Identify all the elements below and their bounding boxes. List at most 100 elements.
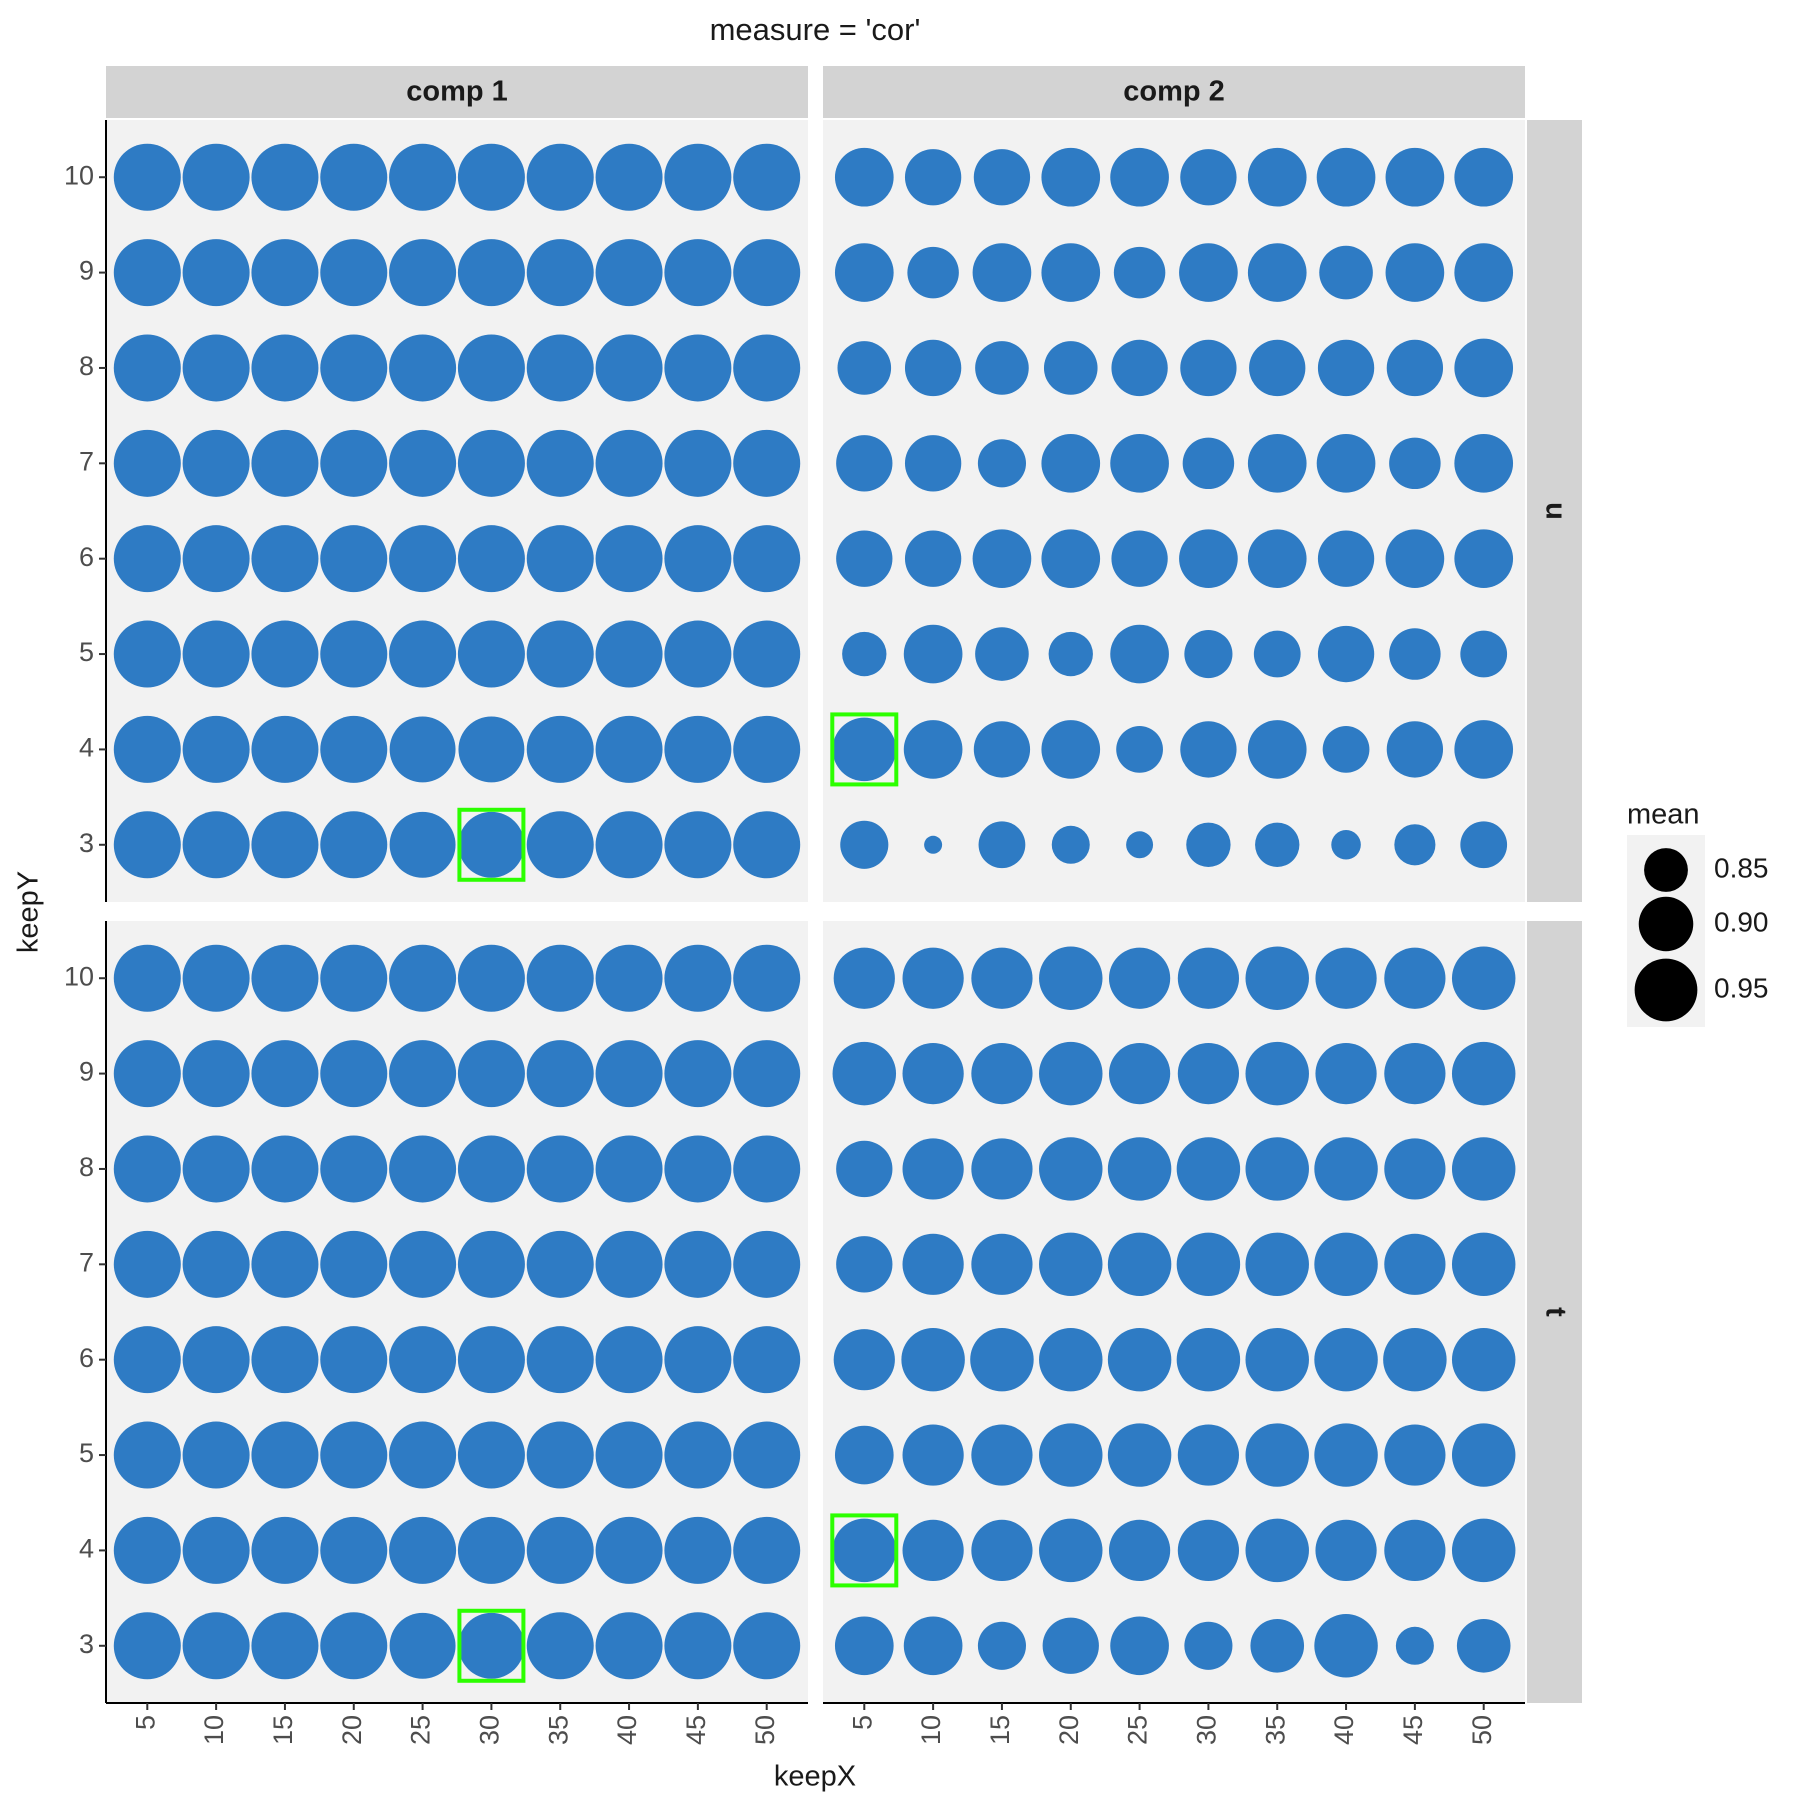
bubble <box>1039 946 1103 1010</box>
bubble <box>389 1612 456 1679</box>
bubble <box>1041 529 1101 589</box>
bubble <box>904 149 962 206</box>
bubble <box>733 715 801 783</box>
bubble <box>113 811 181 879</box>
bubble <box>251 525 319 593</box>
bubble <box>971 1424 1033 1486</box>
bubble <box>733 239 801 307</box>
bubble <box>1051 825 1090 864</box>
bubble <box>389 944 457 1012</box>
bubble <box>1113 246 1166 299</box>
bubble <box>182 1612 250 1680</box>
bubble <box>251 715 319 783</box>
bubble <box>113 1230 181 1298</box>
x-tick-label: 40 <box>612 1715 642 1745</box>
bubble <box>924 835 943 854</box>
bubble <box>664 143 732 211</box>
bubble <box>1245 1137 1309 1201</box>
bubble <box>182 239 250 307</box>
bubble <box>971 1519 1033 1582</box>
bubble <box>834 1616 894 1676</box>
bubble <box>526 1135 594 1203</box>
bubble <box>902 1519 964 1582</box>
bubble <box>1039 1423 1103 1487</box>
bubble <box>664 1421 732 1489</box>
bubble <box>832 717 897 782</box>
y-tick-label: 7 <box>79 446 94 476</box>
y-tick-label: 5 <box>79 1438 94 1468</box>
bubble <box>251 143 319 211</box>
bubble <box>1389 628 1441 680</box>
bubble <box>526 1230 594 1298</box>
y-tick-label: 9 <box>79 1057 94 1087</box>
bubble <box>1245 946 1309 1010</box>
bubble <box>457 1421 525 1489</box>
bubble <box>320 1135 388 1203</box>
bubble <box>182 1040 250 1108</box>
bubble <box>837 341 892 395</box>
bubble <box>320 1040 388 1108</box>
bubble <box>733 429 801 497</box>
bubble <box>182 429 250 497</box>
bubble <box>1041 433 1101 493</box>
bubble <box>902 1424 964 1486</box>
bubble <box>1454 338 1514 398</box>
bubble <box>733 620 801 688</box>
x-tick-label: 40 <box>1329 1715 1359 1745</box>
bubble <box>1247 720 1307 779</box>
bubble <box>1314 1327 1378 1392</box>
bubble <box>842 631 887 677</box>
x-tick-label: 50 <box>750 1715 780 1745</box>
bubble <box>526 334 594 402</box>
bubble <box>1315 947 1377 1009</box>
bubble <box>1107 1327 1172 1392</box>
bubble <box>457 334 525 402</box>
bubble <box>664 334 732 402</box>
bubble <box>389 811 456 878</box>
bubble <box>457 143 525 211</box>
bubble <box>902 947 964 1009</box>
bubble <box>840 820 889 869</box>
bubble <box>972 529 1032 589</box>
bubble <box>1319 245 1373 300</box>
bubble <box>389 239 457 307</box>
bubble <box>182 525 250 593</box>
bubble <box>664 1612 732 1680</box>
bubble <box>182 143 250 211</box>
bubble <box>1179 243 1238 302</box>
bubble <box>320 1230 388 1298</box>
bubble <box>526 1326 594 1394</box>
x-tick-label: 15 <box>268 1715 298 1745</box>
x-tick-label: 25 <box>406 1715 436 1745</box>
legend-key <box>1638 896 1694 952</box>
bubble <box>972 243 1032 302</box>
bubble <box>904 530 962 587</box>
x-tick-label: 30 <box>475 1715 505 1745</box>
strip-label: u <box>1539 502 1571 520</box>
bubble <box>1460 821 1508 869</box>
bubble <box>1454 529 1514 589</box>
bubble <box>113 334 181 402</box>
bubble <box>182 334 250 402</box>
bubble <box>1316 147 1376 207</box>
bubble <box>973 149 1031 206</box>
bubble <box>1384 1042 1446 1105</box>
bubble <box>836 435 893 492</box>
bubble <box>1176 1327 1241 1392</box>
bubble <box>1110 624 1169 684</box>
bubble <box>320 1516 388 1584</box>
bubble <box>526 1040 594 1108</box>
bubble <box>251 1230 319 1298</box>
bubble <box>903 720 963 779</box>
y-tick-label: 9 <box>79 256 94 286</box>
bubble <box>320 429 388 497</box>
bubble <box>251 429 319 497</box>
bubble <box>664 429 732 497</box>
bubble <box>1255 822 1300 867</box>
bubble <box>389 429 457 497</box>
bubble <box>1384 947 1446 1009</box>
bubble <box>526 620 594 688</box>
bubble <box>733 1135 801 1203</box>
bubble <box>973 721 1031 778</box>
bubble <box>1384 1519 1446 1582</box>
